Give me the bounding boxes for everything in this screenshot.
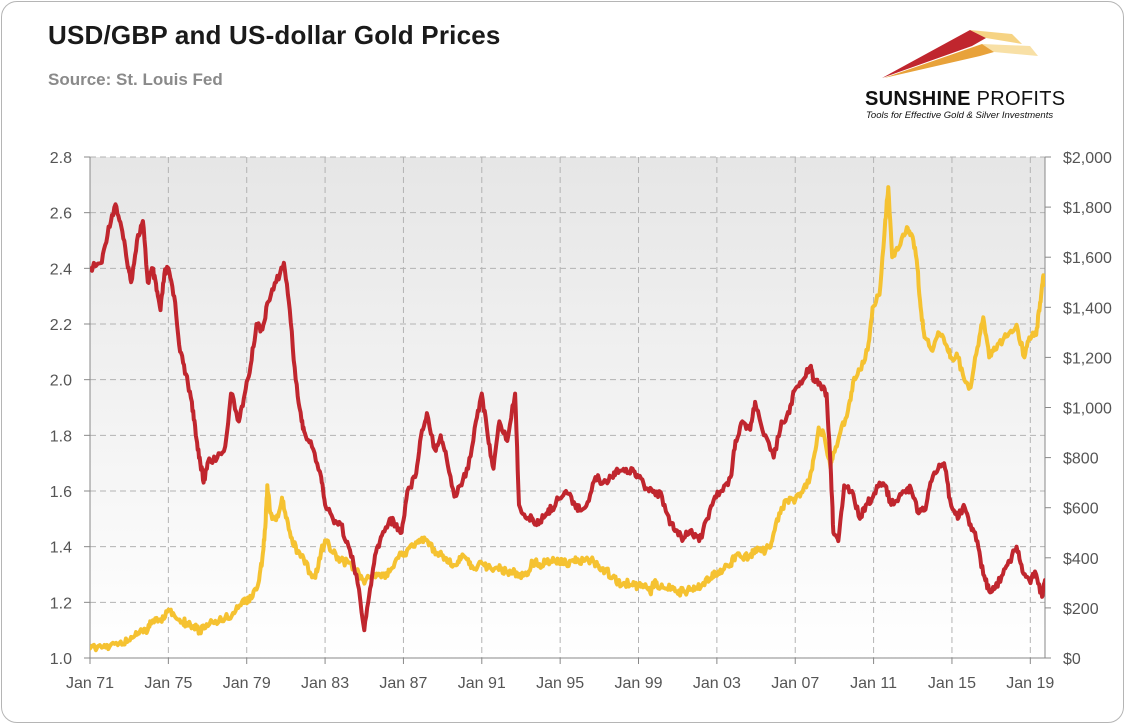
logo-name-light: PROFITS xyxy=(976,88,1066,110)
tick-labels: 1.0 1.2 1.4 1.6 1.8 2.0 2.2 2.4 2.6 2.8 $0 $200 $400… xyxy=(50,150,1112,692)
x-tick-label: Jan 03 xyxy=(693,675,741,692)
y-right-tick-label: $800 xyxy=(1063,451,1099,468)
sunshine-profits-logo: SUNSHINE PROFITS Tools for Effective Gol… xyxy=(862,22,1082,122)
usd-gbp-series-line xyxy=(90,202,1045,633)
x-tick-label: Jan 75 xyxy=(144,675,192,692)
chart-title: USD/GBP and US-dollar Gold Prices xyxy=(48,20,501,50)
y-left-tick-label: 2.6 xyxy=(50,206,72,223)
axes xyxy=(84,156,1051,664)
x-tick-label: Jan 79 xyxy=(223,675,271,692)
x-tick-label: Jan 99 xyxy=(614,675,662,692)
x-tick-label: Jan 11 xyxy=(850,675,897,692)
y-right-tick-label: $1,000 xyxy=(1063,401,1112,418)
logo-wordmark: SUNSHINE PROFITS xyxy=(865,88,1065,111)
series-group xyxy=(90,185,1045,653)
y-right-tick-label: $0 xyxy=(1063,651,1081,668)
x-tick-label: Jan 19 xyxy=(1006,675,1054,692)
y-right-tick-label: $200 xyxy=(1063,601,1099,618)
y-left-tick-label: 2.0 xyxy=(50,373,72,390)
logo-name-bold: SUNSHINE xyxy=(865,88,971,110)
x-tick-label: Jan 15 xyxy=(928,675,976,692)
y-left-tick-label: 2.8 xyxy=(50,150,72,167)
y-right-tick-label: $1,800 xyxy=(1063,200,1112,217)
x-tick-label: Jan 95 xyxy=(536,675,584,692)
x-tick-label: Jan 91 xyxy=(458,675,506,692)
y-right-tick-label: $1,400 xyxy=(1063,300,1112,317)
chart-source: Source: St. Louis Fed xyxy=(48,70,223,89)
y-right-tick-label: $1,200 xyxy=(1063,350,1112,367)
logo-tagline: Tools for Effective Gold & Silver Invest… xyxy=(866,110,1054,121)
y-right-tick-label: $1,600 xyxy=(1063,250,1112,267)
y-left-tick-label: 2.4 xyxy=(50,261,72,278)
y-left-tick-label: 1.6 xyxy=(50,484,72,501)
y-left-tick-label: 1.8 xyxy=(50,428,72,445)
y-right-tick-label: $600 xyxy=(1063,501,1099,518)
y-left-tick-label: 1.2 xyxy=(50,595,72,612)
x-tick-label: Jan 07 xyxy=(771,675,819,692)
y-right-tick-label: $2,000 xyxy=(1063,150,1112,167)
x-tick-label: Jan 83 xyxy=(301,675,349,692)
x-tick-label: Jan 71 xyxy=(66,675,114,692)
x-tick-label: Jan 87 xyxy=(379,675,427,692)
y-right-tick-label: $400 xyxy=(1063,551,1099,568)
gold-price-series-line xyxy=(90,185,1045,653)
y-left-tick-label: 1.0 xyxy=(50,651,72,668)
logo-sun-rays-icon xyxy=(882,30,1038,78)
y-left-tick-label: 2.2 xyxy=(50,317,72,334)
y-left-tick-label: 1.4 xyxy=(50,540,72,557)
